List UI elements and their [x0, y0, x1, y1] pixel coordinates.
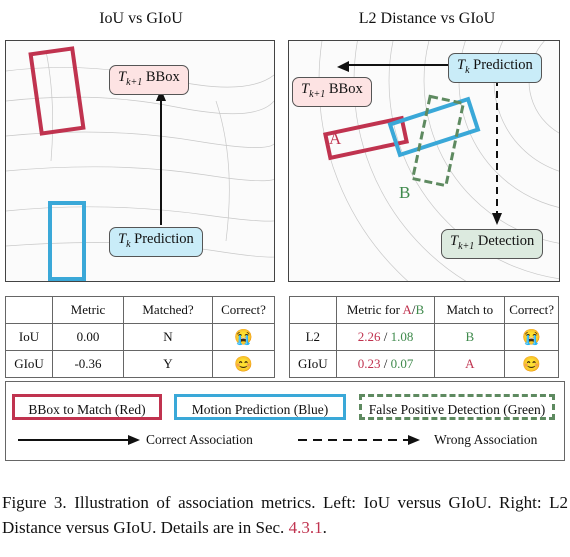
right-target-sub: k+1: [309, 89, 325, 100]
figure-3: IoU vs GIoU Tk+1 BBox Tk Prediction L2 D…: [0, 0, 570, 470]
right-prediction-label: Tk Prediction: [448, 53, 542, 83]
table-header-row: Metric Matched? Correct?: [6, 297, 275, 324]
legend-red-box: BBox to Match (Red): [12, 394, 162, 420]
table-row: GIoU -0.36 Y 😊: [6, 351, 275, 378]
match-value: A: [435, 351, 505, 378]
smile-face-icon: 😊: [213, 351, 275, 378]
table-row: GIoU 0.23 / 0.07 A 😊: [290, 351, 559, 378]
caption-end: .: [323, 518, 327, 537]
matched-value: Y: [124, 351, 213, 378]
sep: /: [380, 356, 390, 371]
right-target-suffix: BBox: [325, 81, 362, 97]
sad-face-icon: 😭: [505, 324, 559, 351]
b-value: 0.07: [391, 356, 414, 371]
match-value: B: [435, 324, 505, 351]
left-pred-suffix: Prediction: [131, 231, 194, 247]
right-pred-suffix: Prediction: [470, 57, 533, 73]
b-value: 1.08: [391, 329, 414, 344]
right-dashed-arrow-head: [492, 213, 502, 225]
section-reference-link[interactable]: 4.3.1: [289, 518, 323, 537]
legend: BBox to Match (Red) Motion Prediction (B…: [5, 381, 565, 461]
right-pred-T: T: [457, 57, 465, 73]
metric-value-pair: 0.23 / 0.07: [336, 351, 435, 378]
legend-green-box: False Positive Detection (Green): [359, 394, 555, 420]
metric-value-pair: 2.26 / 1.08: [336, 324, 435, 351]
left-target-T: T: [118, 69, 126, 85]
metric-value: 0.00: [53, 324, 124, 351]
matched-value: N: [124, 324, 213, 351]
header-a: A: [402, 302, 411, 317]
left-prediction-label: Tk Prediction: [109, 227, 203, 257]
legend-solid-arrow-icon: [16, 430, 146, 450]
right-target-T: T: [301, 81, 309, 97]
table-row: IoU 0.00 N 😭: [6, 324, 275, 351]
figure-caption: Figure 3. Illustration of association me…: [2, 490, 568, 540]
right-target-label: Tk+1 BBox: [292, 77, 372, 107]
right-point-cloud-canvas: Tk Prediction Tk+1 BBox Tk+1 Detection A…: [288, 40, 560, 282]
right-det-suffix: Detection: [474, 233, 534, 249]
right-det-T: T: [450, 233, 458, 249]
right-metric-table: Metric for A/B Match to Correct? L2 2.26…: [289, 296, 559, 378]
left-panel-title: IoU vs GIoU: [0, 10, 282, 28]
sep: /: [380, 329, 390, 344]
table-header-row: Metric for A/B Match to Correct?: [290, 297, 559, 324]
table-row: L2 2.26 / 1.08 B 😭: [290, 324, 559, 351]
left-red-bbox: [31, 48, 84, 133]
metric-value: -0.36: [53, 351, 124, 378]
header-cell: Correct?: [213, 297, 275, 324]
left-target-label: Tk+1 BBox: [109, 65, 189, 95]
header-cell: Matched?: [124, 297, 213, 324]
sad-face-icon: 😭: [213, 324, 275, 351]
right-det-sub: k+1: [458, 241, 474, 252]
a-value: 0.23: [358, 356, 381, 371]
header-cell: [290, 297, 337, 324]
left-metric-table: Metric Matched? Correct? IoU 0.00 N 😭 GI…: [5, 296, 275, 378]
right-panel-title: L2 Distance vs GIoU: [284, 10, 570, 28]
legend-dashed-arrow-label: Wrong Association: [434, 430, 537, 450]
smile-face-icon: 😊: [505, 351, 559, 378]
row-name: IoU: [6, 324, 53, 351]
legend-blue-box: Motion Prediction (Blue): [174, 394, 346, 420]
metric-prefix: Metric for: [347, 302, 403, 317]
header-cell: Correct?: [505, 297, 559, 324]
a-value: 2.26: [358, 329, 381, 344]
legend-solid-arrow-label: Correct Association: [146, 430, 253, 450]
caption-text: Figure 3. Illustration of association me…: [2, 493, 568, 537]
row-name: GIoU: [6, 351, 53, 378]
legend-dashed-arrow-icon: [296, 430, 426, 450]
right-box-a-label: A: [329, 129, 341, 149]
left-pred-T: T: [118, 231, 126, 247]
left-target-suffix: BBox: [142, 69, 179, 85]
header-cell: Match to: [435, 297, 505, 324]
header-cell-metric: Metric for A/B: [336, 297, 435, 324]
left-blue-prediction-box: [50, 203, 84, 279]
row-name: L2: [290, 324, 337, 351]
right-solid-arrow-head: [337, 61, 349, 72]
left-point-cloud-canvas: Tk+1 BBox Tk Prediction: [5, 40, 275, 282]
row-name: GIoU: [290, 351, 337, 378]
left-target-sub: k+1: [126, 77, 142, 88]
right-box-b-label: B: [399, 183, 410, 203]
header-cell: [6, 297, 53, 324]
header-b: B: [415, 302, 424, 317]
header-cell: Metric: [53, 297, 124, 324]
right-detection-label: Tk+1 Detection: [441, 229, 543, 259]
